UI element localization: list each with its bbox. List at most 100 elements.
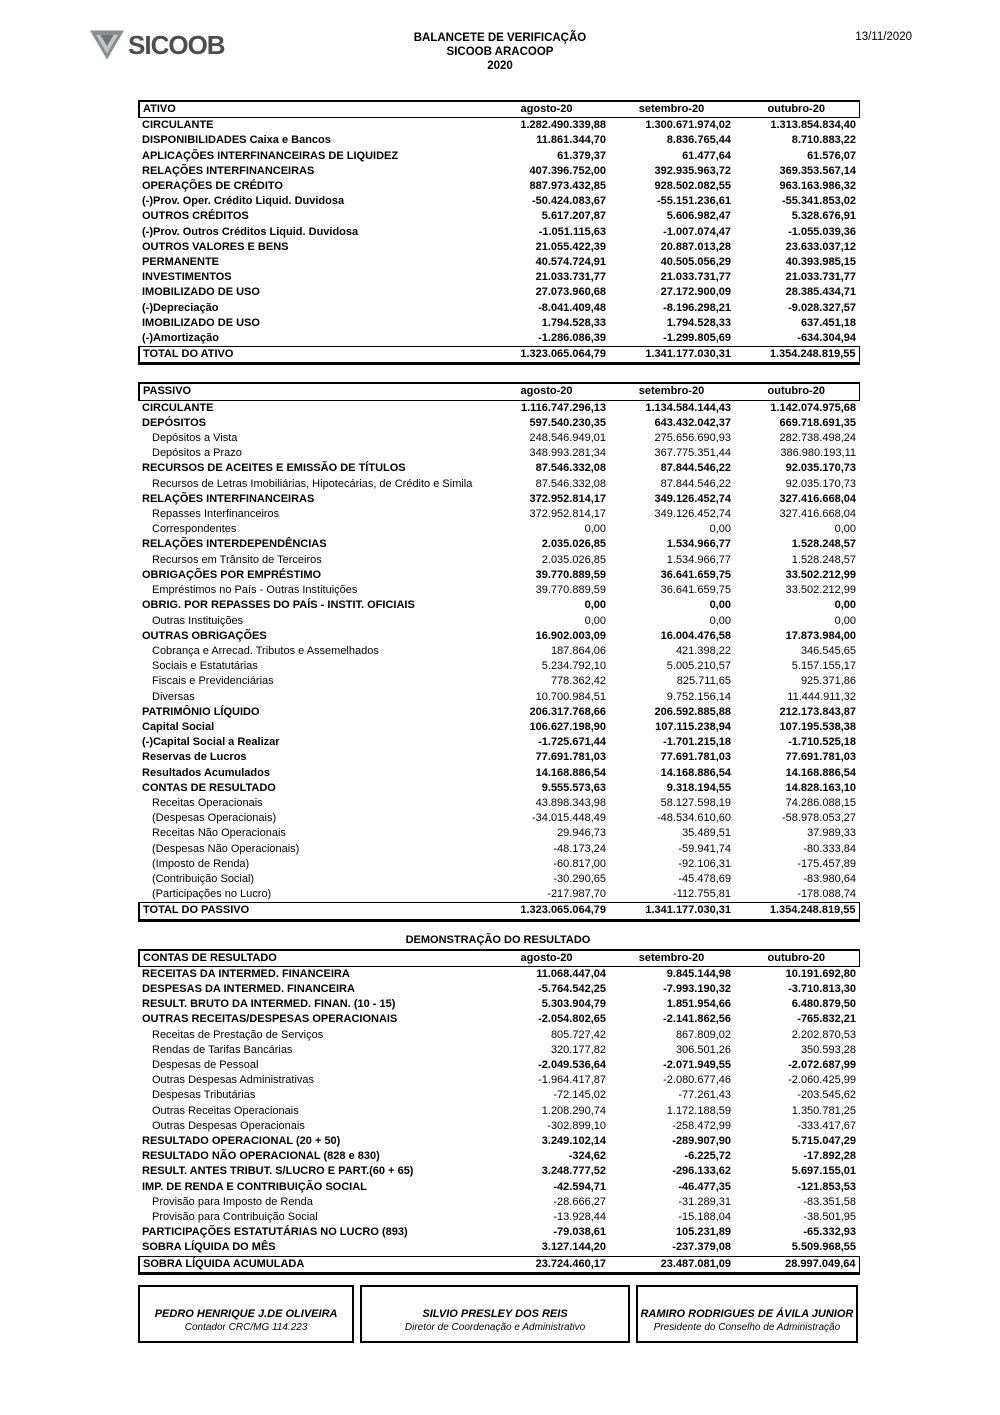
row-value: 2.202.870,53 <box>791 1028 856 1041</box>
row-label: (-)Capital Social a Realizar <box>142 736 280 749</box>
total-label: SOBRA LÍQUIDA ACUMULADA <box>138 1255 484 1275</box>
row-value: -1.701.215,18 <box>663 736 731 749</box>
dre-section-title: DEMONSTRAÇÃO DO RESULTADO <box>405 933 591 946</box>
document-header: SICOOB BALANCETE DE VERIFICAÇÃO SICOOB A… <box>0 0 1000 100</box>
row-value: 392.935.963,72 <box>654 164 731 177</box>
row-label: DEPÓSITOS <box>142 416 206 429</box>
row-value: -34.015.448,49 <box>531 812 606 825</box>
row-value: 11.068.447,04 <box>536 967 606 980</box>
row-value: 92.035.170,73 <box>785 477 856 490</box>
row-value: -1.725.671,44 <box>538 736 606 749</box>
row-value: 386.980.193,11 <box>780 447 856 460</box>
row-value: -77.261,43 <box>678 1089 731 1102</box>
row-label: PARTICIPAÇÕES ESTATUTÁRIAS NO LUCRO (893… <box>142 1226 408 1239</box>
table-row: Rendas de Tarifas Bancárias 320.177,82 306… <box>139 1043 859 1058</box>
table-row: Correspondentes 0,00 0,00 0,00 <box>139 522 859 537</box>
row-label: Recursos de Letras Imobiliárias, Hipotec… <box>152 477 473 490</box>
row-label: Repasses Interfinanceiros <box>152 508 280 521</box>
row-value: 21.033.731,77 <box>785 271 856 284</box>
table-row: (Despesas Não Operacionais) -48.173,24 -59… <box>139 842 859 857</box>
row-value: -72.145,02 <box>553 1089 606 1102</box>
row-value: 0,00 <box>584 523 606 536</box>
row-value: 106.627.198,90 <box>529 720 606 733</box>
row-label: PATRIMÔNIO LÍQUIDO <box>142 705 260 718</box>
total-value: 1.341.177.030,31 <box>609 346 734 366</box>
row-value: 20.887.013,28 <box>660 240 731 253</box>
row-value: -178.088,74 <box>797 888 856 901</box>
column-header: agosto-20 <box>484 948 609 967</box>
row-value: -38.501,95 <box>803 1211 856 1224</box>
row-value: 1.851.954,66 <box>666 998 731 1011</box>
row-label: Cobrança e Arrecad. Tributos e Assemelha… <box>152 644 379 657</box>
row-value: -302.899,10 <box>547 1119 606 1132</box>
row-value: 372.952.814,17 <box>529 492 606 505</box>
table-row: INVESTIMENTOS 21.033.731,77 21.033.731,77 2… <box>139 270 859 285</box>
row-label: RELAÇÕES INTERFINANCEIRAS <box>142 492 315 505</box>
row-value: 87.546.332,08 <box>535 477 606 490</box>
table-row: (-)Prov. Outros Créditos Liquid. Duvidos… <box>139 225 859 240</box>
row-value: 3.127.144,20 <box>541 1241 606 1254</box>
row-value: 11.444.911,32 <box>787 690 856 703</box>
row-value: 825.711,65 <box>676 675 731 688</box>
row-label: (Participações no Lucro) <box>152 888 272 901</box>
row-label: SOBRA LÍQUIDA DO MÊS <box>142 1241 276 1254</box>
row-value: 40.505.056,29 <box>660 256 731 269</box>
row-value: 0,00 <box>584 614 606 627</box>
table-row: RELAÇÕES INTERDEPENDÊNCIAS 2.035.026,85 1.… <box>139 537 859 552</box>
row-value: -83.351,58 <box>803 1195 856 1208</box>
row-value: 21.055.422,39 <box>535 240 606 253</box>
row-value: 5.303.904,79 <box>541 998 606 1011</box>
row-value: 1.300.671.974,02 <box>645 119 731 132</box>
row-label: Provisão para Contribuição Social <box>152 1211 318 1224</box>
row-value: 3.248.777,52 <box>541 1165 606 1178</box>
row-value: 17.873.984,00 <box>785 629 856 642</box>
row-value: 16.902.003,09 <box>535 629 606 642</box>
row-value: -45.478,69 <box>678 872 731 885</box>
report-title-block: BALANCETE DE VERIFICAÇÃO SICOOB ARACOOP … <box>0 31 1000 73</box>
table-row: (-)Amortização -1.286.086,39 -1.299.805,69… <box>139 331 859 347</box>
row-value: 1.313.854.834,40 <box>770 119 856 132</box>
row-value: 27.073.960,68 <box>535 286 606 299</box>
row-value: 14.168.886,54 <box>535 766 606 779</box>
row-value: 39.770.889,59 <box>535 584 606 597</box>
row-value: 105.231,89 <box>675 1226 731 1239</box>
row-label: Correspondentes <box>152 523 237 536</box>
column-header: setembro-20 <box>609 948 734 967</box>
row-value: -1.055.039,36 <box>788 225 856 238</box>
row-value: 27.172.900,09 <box>660 286 731 299</box>
signer-name: RAMIRO RODRIGUES DE ÁVILA JUNIOR <box>640 1307 854 1320</box>
row-value: 92.035.170,73 <box>785 462 856 475</box>
row-value: 9.555.573,63 <box>541 781 606 794</box>
row-value: 21.033.731,77 <box>535 271 606 284</box>
row-value: 346.545,65 <box>800 644 856 657</box>
row-value: -60.817,00 <box>553 857 606 870</box>
row-value: 9.752.156,14 <box>666 690 731 703</box>
row-value: -8.041.409,48 <box>538 301 606 314</box>
row-label: (Contribuição Social) <box>152 872 255 885</box>
row-value: -2.071.949,55 <box>663 1058 731 1071</box>
row-value: -175.457,89 <box>797 857 856 870</box>
row-label: Provisão para Imposto de Renda <box>152 1195 313 1208</box>
row-value: 1.116.747.296,13 <box>520 401 606 414</box>
passivo-table: PASSIVO agosto-20 setembro-20 outubro-20 CIR… <box>138 382 860 922</box>
row-value: 23.633.037,12 <box>785 240 856 253</box>
table-row: RESULTADO NÃO OPERACIONAL (828 e 830) -32… <box>139 1149 859 1164</box>
table-row: RESULT. ANTES TRIBUT. S/LUCRO E PART.(60… <box>139 1164 859 1179</box>
column-header: setembro-20 <box>609 100 734 119</box>
table-row: Despesas de Pessoal -2.049.536,64 -2.071.9… <box>139 1058 859 1073</box>
row-label: Capital Social <box>142 720 215 733</box>
row-value: 327.416.668,04 <box>779 508 856 521</box>
row-value: 14.828.163,10 <box>785 781 856 794</box>
row-label: (Despesas Não Operacionais) <box>152 842 300 855</box>
row-value: -31.289,31 <box>678 1195 731 1208</box>
signature-box-diretor: SILVIO PRESLEY DOS REIS Diretor de Coord… <box>360 1284 630 1343</box>
table-row: Depósitos a Prazo 348.993.281,34 367.775.3… <box>139 446 859 461</box>
row-label: (-)Prov. Outros Créditos Liquid. Duvidos… <box>142 225 359 238</box>
row-value: 1.794.528,33 <box>666 316 731 329</box>
row-value: 33.502.212,99 <box>785 584 856 597</box>
table-row: (Contribuição Social) -30.290,65 -45.478,6… <box>139 872 859 887</box>
row-value: 11.861.344,70 <box>536 134 606 147</box>
column-header: outubro-20 <box>734 948 860 967</box>
table-row: PERMANENTE 40.574.724,91 40.505.056,29 40.3… <box>139 255 859 270</box>
row-value: 2.035.026,85 <box>541 553 606 566</box>
